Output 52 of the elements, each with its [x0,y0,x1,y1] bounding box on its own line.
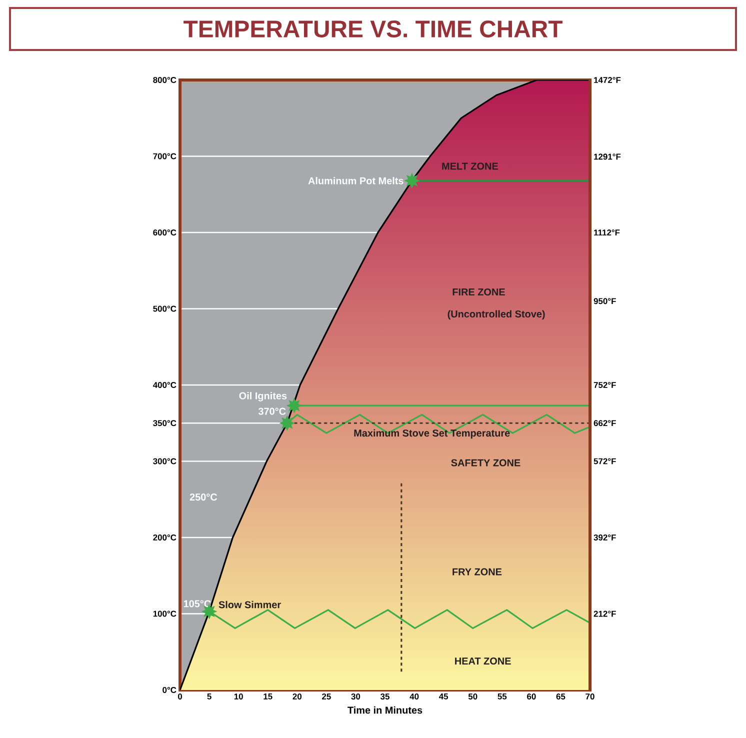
x-tick-label: 50 [468,694,478,700]
y-tick-label: 350°C [153,420,176,426]
y2-tick-label: 572°F [594,458,616,464]
chart-title: TEMPERATURE VS. TIME CHART [184,20,562,38]
annotation: Maximum Stove Set Temperature [354,429,510,439]
y-tick-label: 600°C [153,230,176,236]
y-tick-label: 500°C [153,306,176,312]
point [287,398,301,412]
x-tick-label: 45 [438,694,448,700]
annotation: 370°C [258,408,286,415]
y2-tick-label: 1291°F [594,154,621,160]
x-tick-label: 60 [527,694,536,700]
y2-tick-label: 1112°F [594,230,620,236]
x-tick-label: 10 [234,694,243,700]
y2-tick-label: 752°F [594,382,616,388]
x-tick-label: 25 [322,694,331,700]
y2-tick-label: 950°F [594,298,616,304]
y2-tick-label: 212°F [594,610,616,617]
y-tick-label: 0°C [162,686,176,693]
annotation: Oil Ignites [239,392,287,402]
y-tick-label: 300°C [153,458,176,464]
x-axis-title: Time in Minutes [348,706,422,714]
x-tick-label: 70 [586,694,594,700]
annotation: 105°C [184,600,211,608]
x-tick-label: 15 [264,694,272,700]
y-tick-label: 200°C [153,534,176,540]
annotation: (Uncontrolled Stove) [448,310,545,320]
x-tick-label: 55 [498,694,507,700]
x-tick-label: 35 [380,694,390,700]
x-tick-label: 5 [207,694,212,700]
annotation: FIRE ZONE [452,288,505,296]
point [405,174,419,188]
annotation: SAFETY ZONE [451,459,520,466]
x-tick-label: 65 [556,694,566,700]
x-tick-label: 40 [410,694,419,700]
point [280,416,294,430]
annotation: HEAT ZONE [455,657,511,665]
y-tick-label: 400°C [152,382,176,388]
annotation: Slow Simmer [218,600,281,608]
annotation: 250°C [190,494,218,501]
y2-tick-label: 662°F [594,420,616,426]
annotation: FRY ZONE [452,568,502,576]
y-tick-label: 700°C [153,153,176,160]
y2-tick-label: 1472°F [594,77,621,83]
x-tick-label: 20 [292,694,302,700]
x-tick-label: 0 [178,694,182,700]
annotation: MELT ZONE [442,162,498,170]
y-tick-label: 800°C [153,77,176,83]
y2-tick-label: 392°F [594,534,616,540]
annotation: Aluminum Pot Melts [308,176,404,184]
x-tick-label: 30 [351,694,360,700]
y-tick-label: 100°C [153,610,176,617]
